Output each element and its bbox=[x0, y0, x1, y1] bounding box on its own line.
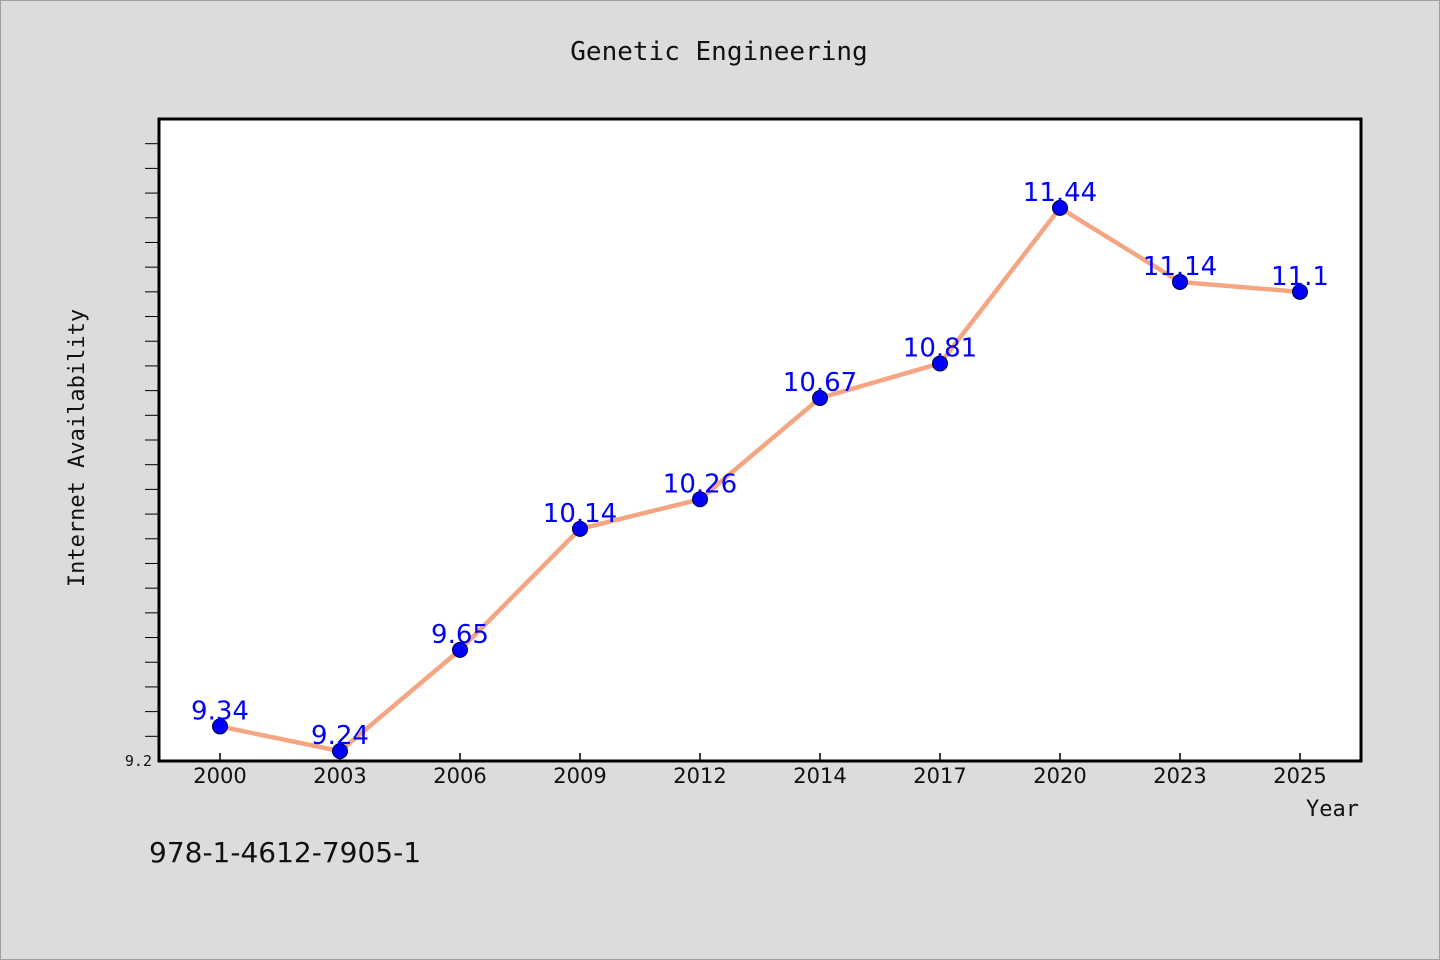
x-tick-label: 2023 bbox=[1153, 764, 1206, 788]
footer-code: 978-1-4612-7905-1 bbox=[149, 836, 421, 869]
data-point bbox=[212, 718, 228, 735]
data-label: 11.14 bbox=[1143, 252, 1217, 282]
data-label: 10.14 bbox=[543, 499, 617, 529]
x-tick-label: 2020 bbox=[1033, 764, 1086, 788]
data-point bbox=[1292, 283, 1308, 300]
x-tick-label: 2025 bbox=[1273, 764, 1326, 788]
x-tick-label: 2006 bbox=[433, 764, 486, 788]
x-tick-label: 2017 bbox=[913, 764, 966, 788]
data-label: 10.26 bbox=[663, 469, 737, 499]
chart-title: Genetic Engineering bbox=[570, 37, 867, 67]
x-tick-label: 2009 bbox=[553, 764, 606, 788]
data-point bbox=[692, 491, 708, 508]
data-label: 11.1 bbox=[1271, 262, 1329, 292]
data-labels: 9.34 9.24 9.65 10.14 10.26 10.67 10.81 11.44 11.… bbox=[191, 178, 1329, 751]
x-tick-label: 2014 bbox=[793, 764, 846, 788]
x-tick-label: 2003 bbox=[313, 764, 366, 788]
data-point bbox=[812, 390, 828, 407]
y-axis-ticks bbox=[145, 143, 159, 737]
data-label: 10.81 bbox=[903, 333, 977, 363]
data-point bbox=[572, 520, 588, 537]
data-markers bbox=[212, 199, 1308, 760]
data-label: 9.34 bbox=[191, 696, 249, 726]
data-label: 9.24 bbox=[311, 721, 369, 751]
x-tick-label: 2012 bbox=[673, 764, 726, 788]
y-axis-label: Internet Availability bbox=[65, 309, 90, 587]
data-point bbox=[452, 641, 468, 658]
data-label: 9.65 bbox=[431, 620, 489, 650]
y-tick-label: 9.2 bbox=[125, 752, 152, 770]
data-point bbox=[1052, 199, 1068, 216]
data-point bbox=[1172, 273, 1188, 290]
data-label: 10.67 bbox=[783, 368, 857, 398]
x-axis-ticks: 2000 2003 2006 2009 2012 2014 2017 2020 2023 2025 bbox=[193, 753, 1327, 788]
series-line-group bbox=[219, 205, 1301, 754]
data-point bbox=[932, 355, 948, 372]
plot-area bbox=[157, 117, 1363, 763]
x-tick-label: 2000 bbox=[193, 764, 246, 788]
series-line bbox=[219, 205, 1301, 754]
x-axis-label: Year bbox=[1306, 797, 1359, 822]
data-label: 11.44 bbox=[1023, 178, 1097, 208]
data-point bbox=[332, 743, 348, 760]
